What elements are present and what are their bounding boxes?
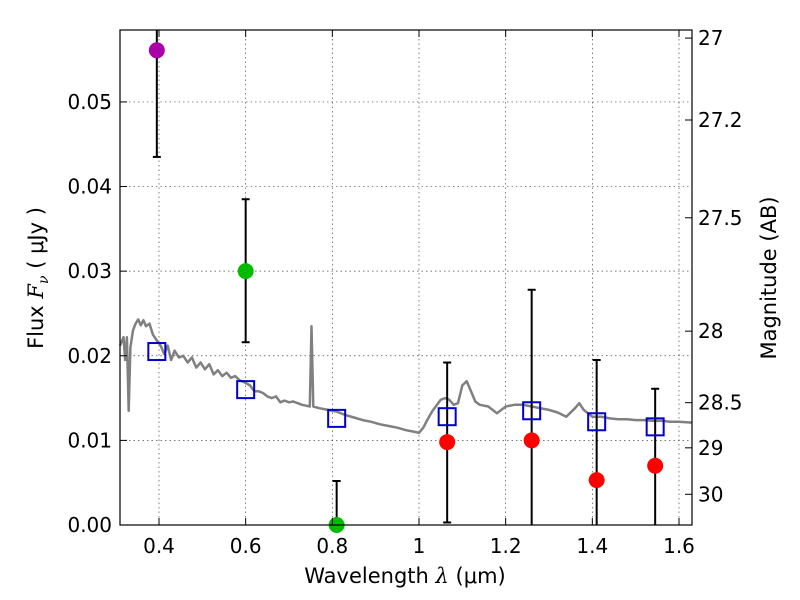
sed-curve [118, 318, 693, 435]
observed-point [439, 434, 456, 451]
ticks-layer [120, 30, 692, 526]
observed-point [588, 472, 605, 489]
tick-labels-layer: 0.4 0.6 0.8 1 1.2 1.4 1.6 0.00 0.01 0.02 0.03 0.04 0… [67, 26, 742, 558]
y2-axis-label: Magnitude (AB) [757, 196, 781, 359]
error-bar-layer [152, 30, 660, 525]
model-point [147, 342, 167, 362]
y-tick-label: 0.00 [67, 513, 112, 537]
y-tick-label: 0.02 [67, 344, 112, 368]
y2-tick-label: 27.2 [698, 108, 743, 132]
y2-tick-label: 27 [698, 26, 723, 50]
model-point [236, 380, 256, 400]
model-point [587, 412, 607, 432]
model-point [522, 401, 542, 421]
grid [120, 30, 692, 526]
model-point [645, 417, 665, 437]
y2-tick-label: 30 [698, 482, 723, 506]
y2-tick-label: 29 [698, 436, 723, 460]
sed-curve-layer [118, 318, 693, 435]
x-tick-label: 1 [413, 534, 426, 558]
y2-tick-label: 28.5 [698, 391, 743, 415]
y2-tick-label: 27.5 [698, 206, 743, 230]
observed-point [237, 263, 254, 280]
y-tick-label: 0.05 [67, 90, 112, 114]
y-tick-label: 0.03 [67, 259, 112, 283]
observed-point [148, 42, 165, 59]
y-tick-label: 0.04 [67, 175, 112, 199]
x-tick-label: 0.4 [143, 534, 175, 558]
x-tick-label: 1.4 [576, 534, 608, 558]
observed-point [647, 457, 664, 474]
plot-frame [119, 29, 693, 526]
observed-point [523, 432, 540, 449]
x-tick-label: 0.8 [316, 534, 348, 558]
x-tick-label: 0.6 [230, 534, 262, 558]
observed-points-layer [148, 42, 664, 533]
model-point [327, 408, 347, 428]
x-axis-label: Wavelength λ (μm) [304, 564, 505, 588]
model-point [437, 407, 457, 427]
y2-tick-label: 28 [698, 319, 723, 343]
x-tick-label: 1.6 [663, 534, 695, 558]
x-tick-label: 1.2 [490, 534, 522, 558]
y-tick-label: 0.01 [67, 428, 112, 452]
y-axis-label: Flux Fν ( μJy ) [24, 207, 52, 349]
model-points-layer [147, 342, 665, 437]
